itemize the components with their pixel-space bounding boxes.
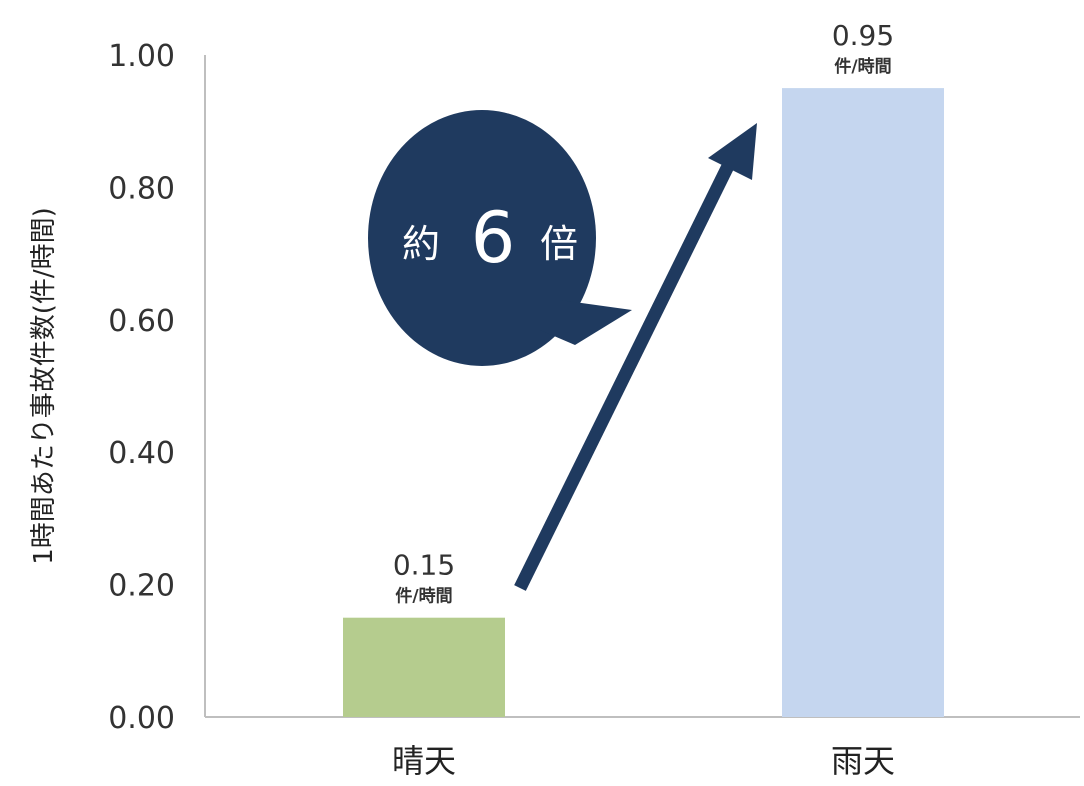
y-tick-label: 0.00 bbox=[108, 701, 175, 736]
bubble-suffix: 倍 bbox=[540, 222, 578, 266]
bubble-prefix: 約 bbox=[402, 222, 440, 266]
bar-value-label: 0.95 bbox=[832, 19, 894, 52]
bar-value-labels: 0.15 件/時間 0.95 件/時間 bbox=[393, 19, 894, 607]
arrow-shaft bbox=[514, 155, 738, 591]
bars bbox=[343, 88, 944, 718]
y-tick-label: 0.80 bbox=[108, 171, 175, 206]
bar-sunny bbox=[343, 617, 505, 717]
bar-unit-label: 件/時間 bbox=[834, 56, 891, 77]
bar-rainy bbox=[782, 88, 944, 718]
y-ticks: 0.00 0.20 0.40 0.60 0.80 1.00 bbox=[108, 39, 175, 736]
bar-unit-label: 件/時間 bbox=[395, 586, 452, 607]
bubble-number: 6 bbox=[471, 197, 516, 279]
increase-arrow bbox=[514, 123, 757, 591]
category-label: 雨天 bbox=[831, 742, 895, 780]
y-tick-label: 0.40 bbox=[108, 436, 175, 471]
y-axis-label: 1時間あたり事故件数(件/時間) bbox=[29, 207, 59, 565]
y-tick-label: 0.60 bbox=[108, 304, 175, 339]
y-tick-label: 1.00 bbox=[108, 39, 175, 74]
arrow-head bbox=[708, 123, 757, 180]
category-label: 晴天 bbox=[392, 742, 456, 780]
y-tick-label: 0.20 bbox=[108, 569, 175, 604]
bubble-body bbox=[368, 110, 596, 366]
category-labels: 晴天 雨天 bbox=[392, 742, 895, 780]
ratio-bubble: 約 6 倍 bbox=[368, 110, 632, 366]
bubble-tail bbox=[540, 300, 632, 345]
bar-value-label: 0.15 bbox=[393, 549, 455, 582]
